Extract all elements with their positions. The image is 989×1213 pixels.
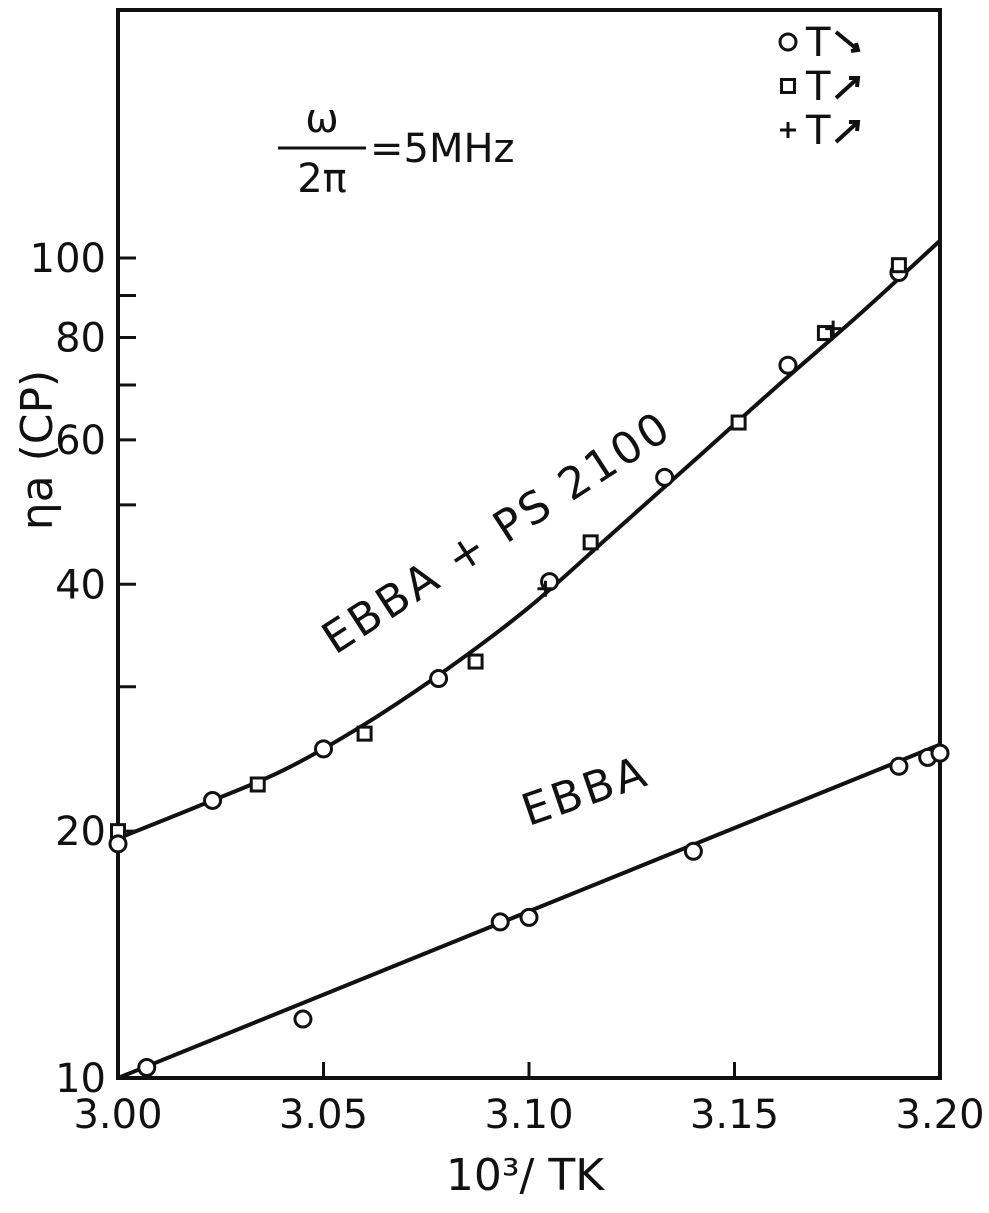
axis-ticks: 3.00 3.05 3.10 3.15 3.20 10 20 40 60 80 100 [30, 236, 985, 1138]
data-point-circle [519, 907, 539, 927]
frequency-annotation: ω 2π =5MHz [278, 96, 515, 202]
legend-arrow-up-icon [834, 120, 861, 144]
x-axis-title: 10³/ TK [446, 1150, 605, 1201]
data-point-square [249, 776, 266, 793]
data-point-circle [293, 1009, 313, 1029]
data-point-square [890, 257, 907, 274]
data-point-square [730, 414, 747, 431]
legend-marker-plus [780, 122, 796, 138]
data-point-circle [490, 912, 510, 932]
annotation-value: =5MHz [370, 126, 515, 172]
x-tick-label: 3.00 [73, 1092, 162, 1138]
data-point-circle [429, 669, 449, 689]
y-tick-label: 40 [55, 562, 106, 608]
y-axis-title: ηa (CP) [12, 370, 63, 530]
data-point-square [582, 534, 599, 551]
x-tick-label: 3.10 [484, 1092, 573, 1138]
legend: TTT [778, 20, 861, 154]
y-tick-label: 80 [55, 315, 106, 361]
data-point-circle [108, 834, 128, 854]
data-point-square [356, 725, 373, 742]
legend-marker-square [780, 78, 796, 94]
series-label-ebba: EBBA [515, 746, 655, 837]
annotation-denominator: 2π [297, 156, 347, 202]
data-points [108, 257, 950, 1077]
data-point-circle [203, 790, 223, 810]
data-point-plus [825, 320, 842, 337]
annotation-numerator: ω [305, 96, 339, 142]
x-tick-label: 3.20 [895, 1092, 984, 1138]
legend-marker-circle [778, 32, 798, 52]
data-point-circle [314, 739, 333, 759]
data-point-circle [683, 841, 703, 861]
legend-label: T [805, 108, 831, 154]
data-point-circle [778, 355, 798, 375]
legend-arrow-down-icon [834, 30, 861, 53]
curves [117, 239, 942, 1080]
data-point-plus [537, 580, 554, 597]
data-point-circle [930, 743, 950, 763]
data-point-square [467, 653, 484, 670]
legend-arrow-up-icon [834, 76, 861, 100]
data-point-circle [655, 467, 675, 487]
x-tick-label: 3.05 [279, 1092, 368, 1138]
y-tick-label: 10 [55, 1056, 106, 1102]
series-label-ebba-ps2100: EBBA + PS 2100 [313, 401, 681, 665]
data-point-circle [889, 756, 909, 776]
legend-label: T [805, 20, 831, 66]
x-tick-label: 3.15 [690, 1092, 779, 1138]
legend-label: T [805, 64, 831, 110]
data-point-circle [137, 1057, 157, 1077]
y-tick-label: 100 [30, 236, 106, 282]
series-curve-ebba-ps2100 [117, 239, 942, 841]
y-tick-label: 60 [55, 418, 106, 464]
y-tick-label: 20 [55, 809, 106, 855]
